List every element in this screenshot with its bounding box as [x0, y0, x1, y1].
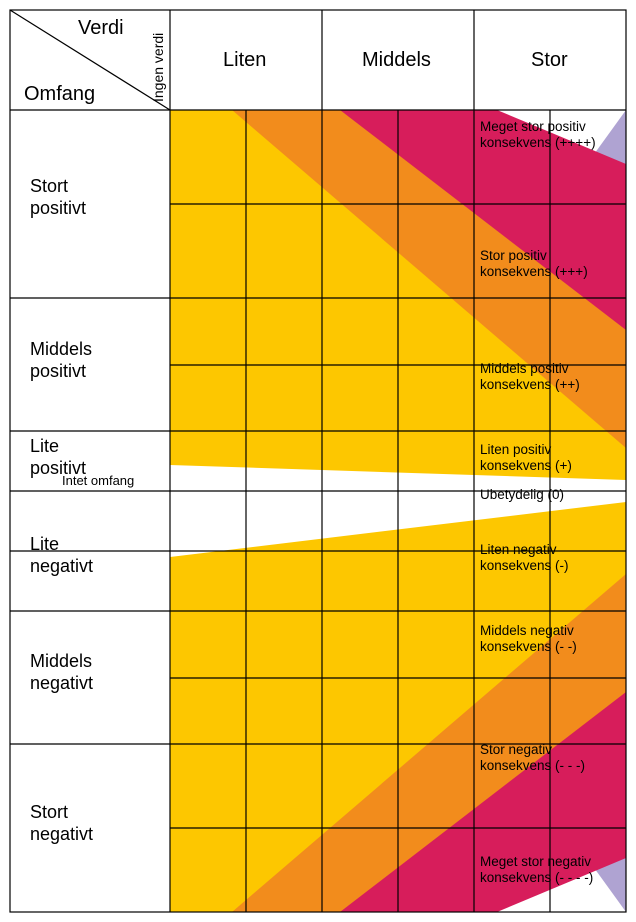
col-middels: Middels [362, 49, 431, 71]
annotation-4: Ubetydelig (0) [480, 487, 564, 502]
annotation-2: Middels positivkonsekvens (++) [480, 361, 580, 392]
header-ingen-verdi: Ingen verdi [150, 33, 166, 102]
annotation-0: Meget stor positivkonsekvens (++++) [480, 119, 596, 150]
annotation-5: Liten negativkonsekvens (-) [480, 542, 569, 573]
header-verdi: Verdi [78, 17, 124, 39]
row-intet-omfang: Intet omfang [62, 473, 134, 488]
annotation-6: Middels negativkonsekvens (- -) [480, 623, 577, 654]
annotation-8: Meget stor negativkonsekvens (- - - -) [480, 854, 593, 885]
col-liten: Liten [223, 49, 266, 71]
col-stor: Stor [531, 49, 568, 71]
header-omfang: Omfang [24, 83, 95, 105]
